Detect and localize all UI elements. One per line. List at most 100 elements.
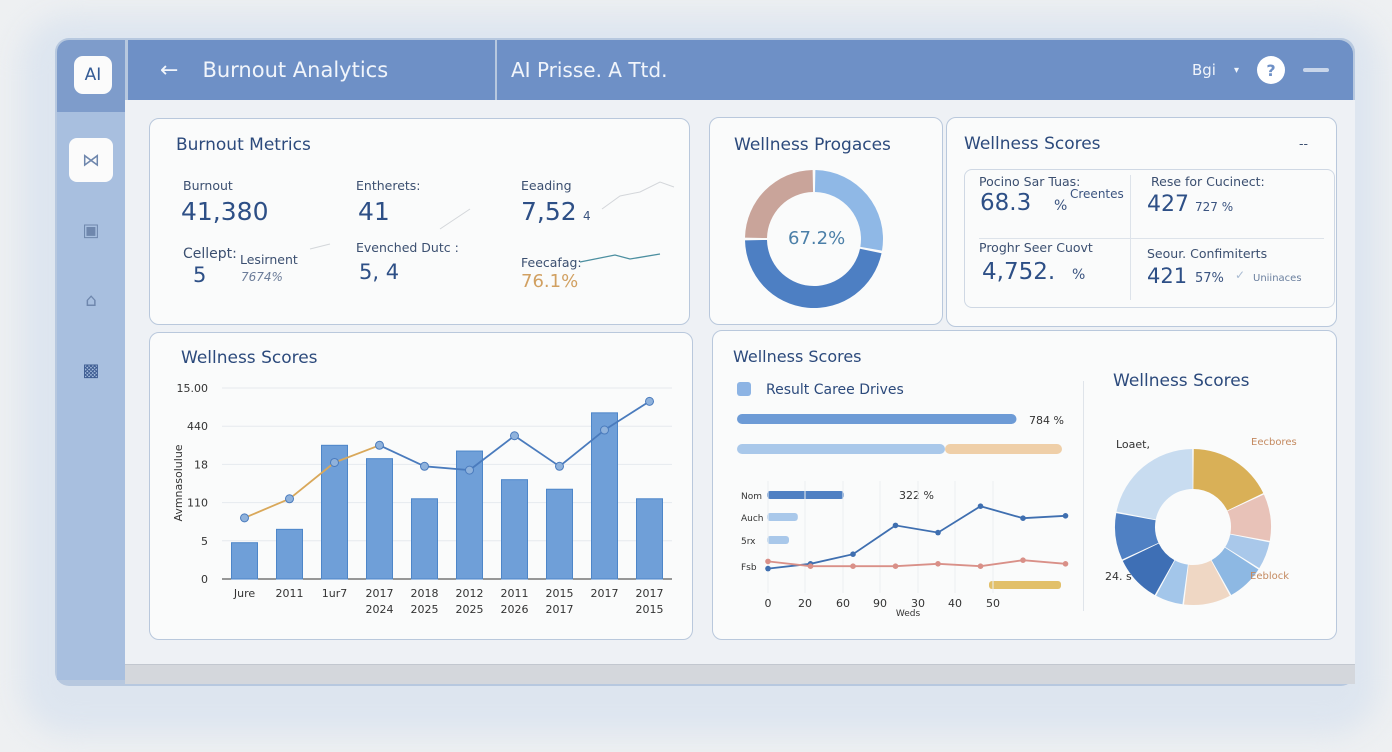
score-value: 4,752. xyxy=(982,259,1056,285)
metric-value: 5, 4 xyxy=(359,260,400,284)
y-tick-label: 5 xyxy=(201,535,208,548)
app-logo[interactable]: AI xyxy=(74,56,112,94)
x-tick-label: 2025 xyxy=(411,603,439,616)
bar xyxy=(636,498,663,580)
metric-value: 41 xyxy=(358,197,390,226)
line-chart: 784 % Nom Auch 5rx Fsb 322 % 0 20 60 90 30 40 50 Weds xyxy=(737,414,1069,619)
metric-label: Evenched Dutc : xyxy=(356,240,459,255)
line-segment xyxy=(604,400,650,431)
y-tick-label: 0 xyxy=(201,573,208,586)
card-title: Wellness Scores xyxy=(964,134,1101,154)
wellness-progress-card: Wellness Progaces 67.2% xyxy=(709,117,943,325)
y-tick-label: 110 xyxy=(187,497,208,510)
card-menu-button[interactable]: -- xyxy=(1299,136,1309,151)
bar xyxy=(366,458,393,580)
divider xyxy=(1130,175,1131,300)
burnout-metrics-card: Burnout Metrics Burnout 41,380 Entherets… xyxy=(149,118,690,325)
sparkline xyxy=(309,243,331,250)
series-point xyxy=(765,558,771,565)
metric-value: 7,52 xyxy=(521,197,577,226)
org-name: AI Prisse. A Ttd. xyxy=(511,58,668,82)
line-point xyxy=(600,425,609,435)
x-tick-label: 20 xyxy=(798,597,812,610)
metric-suffix: 4 xyxy=(583,209,591,223)
bar xyxy=(321,444,348,580)
network-icon[interactable]: ⋈ xyxy=(69,138,113,182)
donut-slice xyxy=(1116,449,1193,520)
x-tick-label: 2011 xyxy=(276,587,304,600)
sparkline xyxy=(579,253,661,263)
x-tick-label: 90 xyxy=(873,597,887,610)
score-label: Pocino Sar Tuas: xyxy=(979,174,1081,189)
line-segment xyxy=(244,497,290,519)
line-segment xyxy=(379,444,425,468)
donut-slice xyxy=(1193,449,1264,511)
x-tick-label: 1ur7 xyxy=(322,587,348,600)
metric-value: 5 xyxy=(193,263,207,287)
pie-label: Eecbores xyxy=(1251,437,1297,448)
score-unit: % xyxy=(1072,267,1086,283)
donut-slice xyxy=(1211,547,1259,595)
x-tick-label: 2017 xyxy=(366,587,394,600)
x-tick-label: 2017 xyxy=(636,587,664,600)
series-point xyxy=(807,563,814,569)
briefcase-icon[interactable]: ▩ xyxy=(82,359,100,381)
score-label: Proghr Seer Cuovt xyxy=(979,240,1093,255)
score-note: Uniinaces xyxy=(1253,273,1302,284)
metric-value: 41,380 xyxy=(181,197,269,226)
line-point xyxy=(420,461,429,471)
divider xyxy=(1083,381,1084,611)
series-point xyxy=(935,561,941,567)
dropdown-icon[interactable]: ▾ xyxy=(1233,64,1239,76)
metric-label: Entherets: xyxy=(356,178,421,193)
progress-bar xyxy=(737,414,1017,424)
card-title: Burnout Metrics xyxy=(176,135,311,155)
x-tick-label: Jure xyxy=(233,587,255,600)
line-segment xyxy=(558,429,606,468)
y-tick-label: 15.00 xyxy=(177,382,209,395)
x-tick-label: 2012 xyxy=(456,587,484,600)
legend-icon xyxy=(737,382,751,396)
donut-slice xyxy=(1156,560,1188,605)
line-point xyxy=(330,457,339,467)
donut-slice xyxy=(1227,494,1271,541)
y-tick-label: 18 xyxy=(194,458,208,471)
chart-title: Wellness Scores xyxy=(181,348,318,368)
menu-icon[interactable] xyxy=(1303,68,1329,72)
row-bar xyxy=(767,513,798,521)
line-point xyxy=(285,494,294,504)
arrow-left-icon[interactable]: ← xyxy=(160,57,179,83)
series-line xyxy=(767,505,1066,570)
metric-label: Feecafag: xyxy=(521,255,582,270)
series-point xyxy=(1020,515,1026,521)
series-point xyxy=(1020,557,1026,563)
line-point xyxy=(510,431,519,441)
check-icon: ✓ xyxy=(1235,268,1246,282)
score-unit: 727 % xyxy=(1195,200,1234,214)
monitor-icon[interactable]: ▣ xyxy=(82,219,100,241)
title-bar: ← Burnout Analytics xyxy=(128,40,495,100)
app-title: Burnout Analytics xyxy=(202,58,389,82)
x-tick-label: 0 xyxy=(765,597,772,610)
user-label[interactable]: Bgi xyxy=(1191,61,1216,79)
y-tick-label: 440 xyxy=(187,420,208,433)
row-label: 5rx xyxy=(741,537,756,547)
donut-slice xyxy=(1122,543,1175,595)
series-point xyxy=(935,529,941,536)
x-axis-label: Weds xyxy=(896,609,921,619)
home-icon[interactable]: ⌂ xyxy=(85,289,97,311)
bar xyxy=(546,488,573,580)
line-point xyxy=(465,465,474,475)
progress-center-value: 67.2% xyxy=(788,228,846,249)
question-icon[interactable]: ? xyxy=(1257,56,1285,84)
sparklines xyxy=(309,181,675,263)
score-note: Creentes xyxy=(1070,187,1124,201)
chart-title: Wellness Scores xyxy=(1113,371,1250,391)
bar xyxy=(231,542,258,580)
sparkline xyxy=(601,181,675,210)
divider xyxy=(979,238,1324,239)
metric-value: 76.1% xyxy=(521,271,579,292)
bar xyxy=(411,498,438,580)
row-bar xyxy=(767,536,789,544)
metric-label: Burnout xyxy=(183,178,233,193)
